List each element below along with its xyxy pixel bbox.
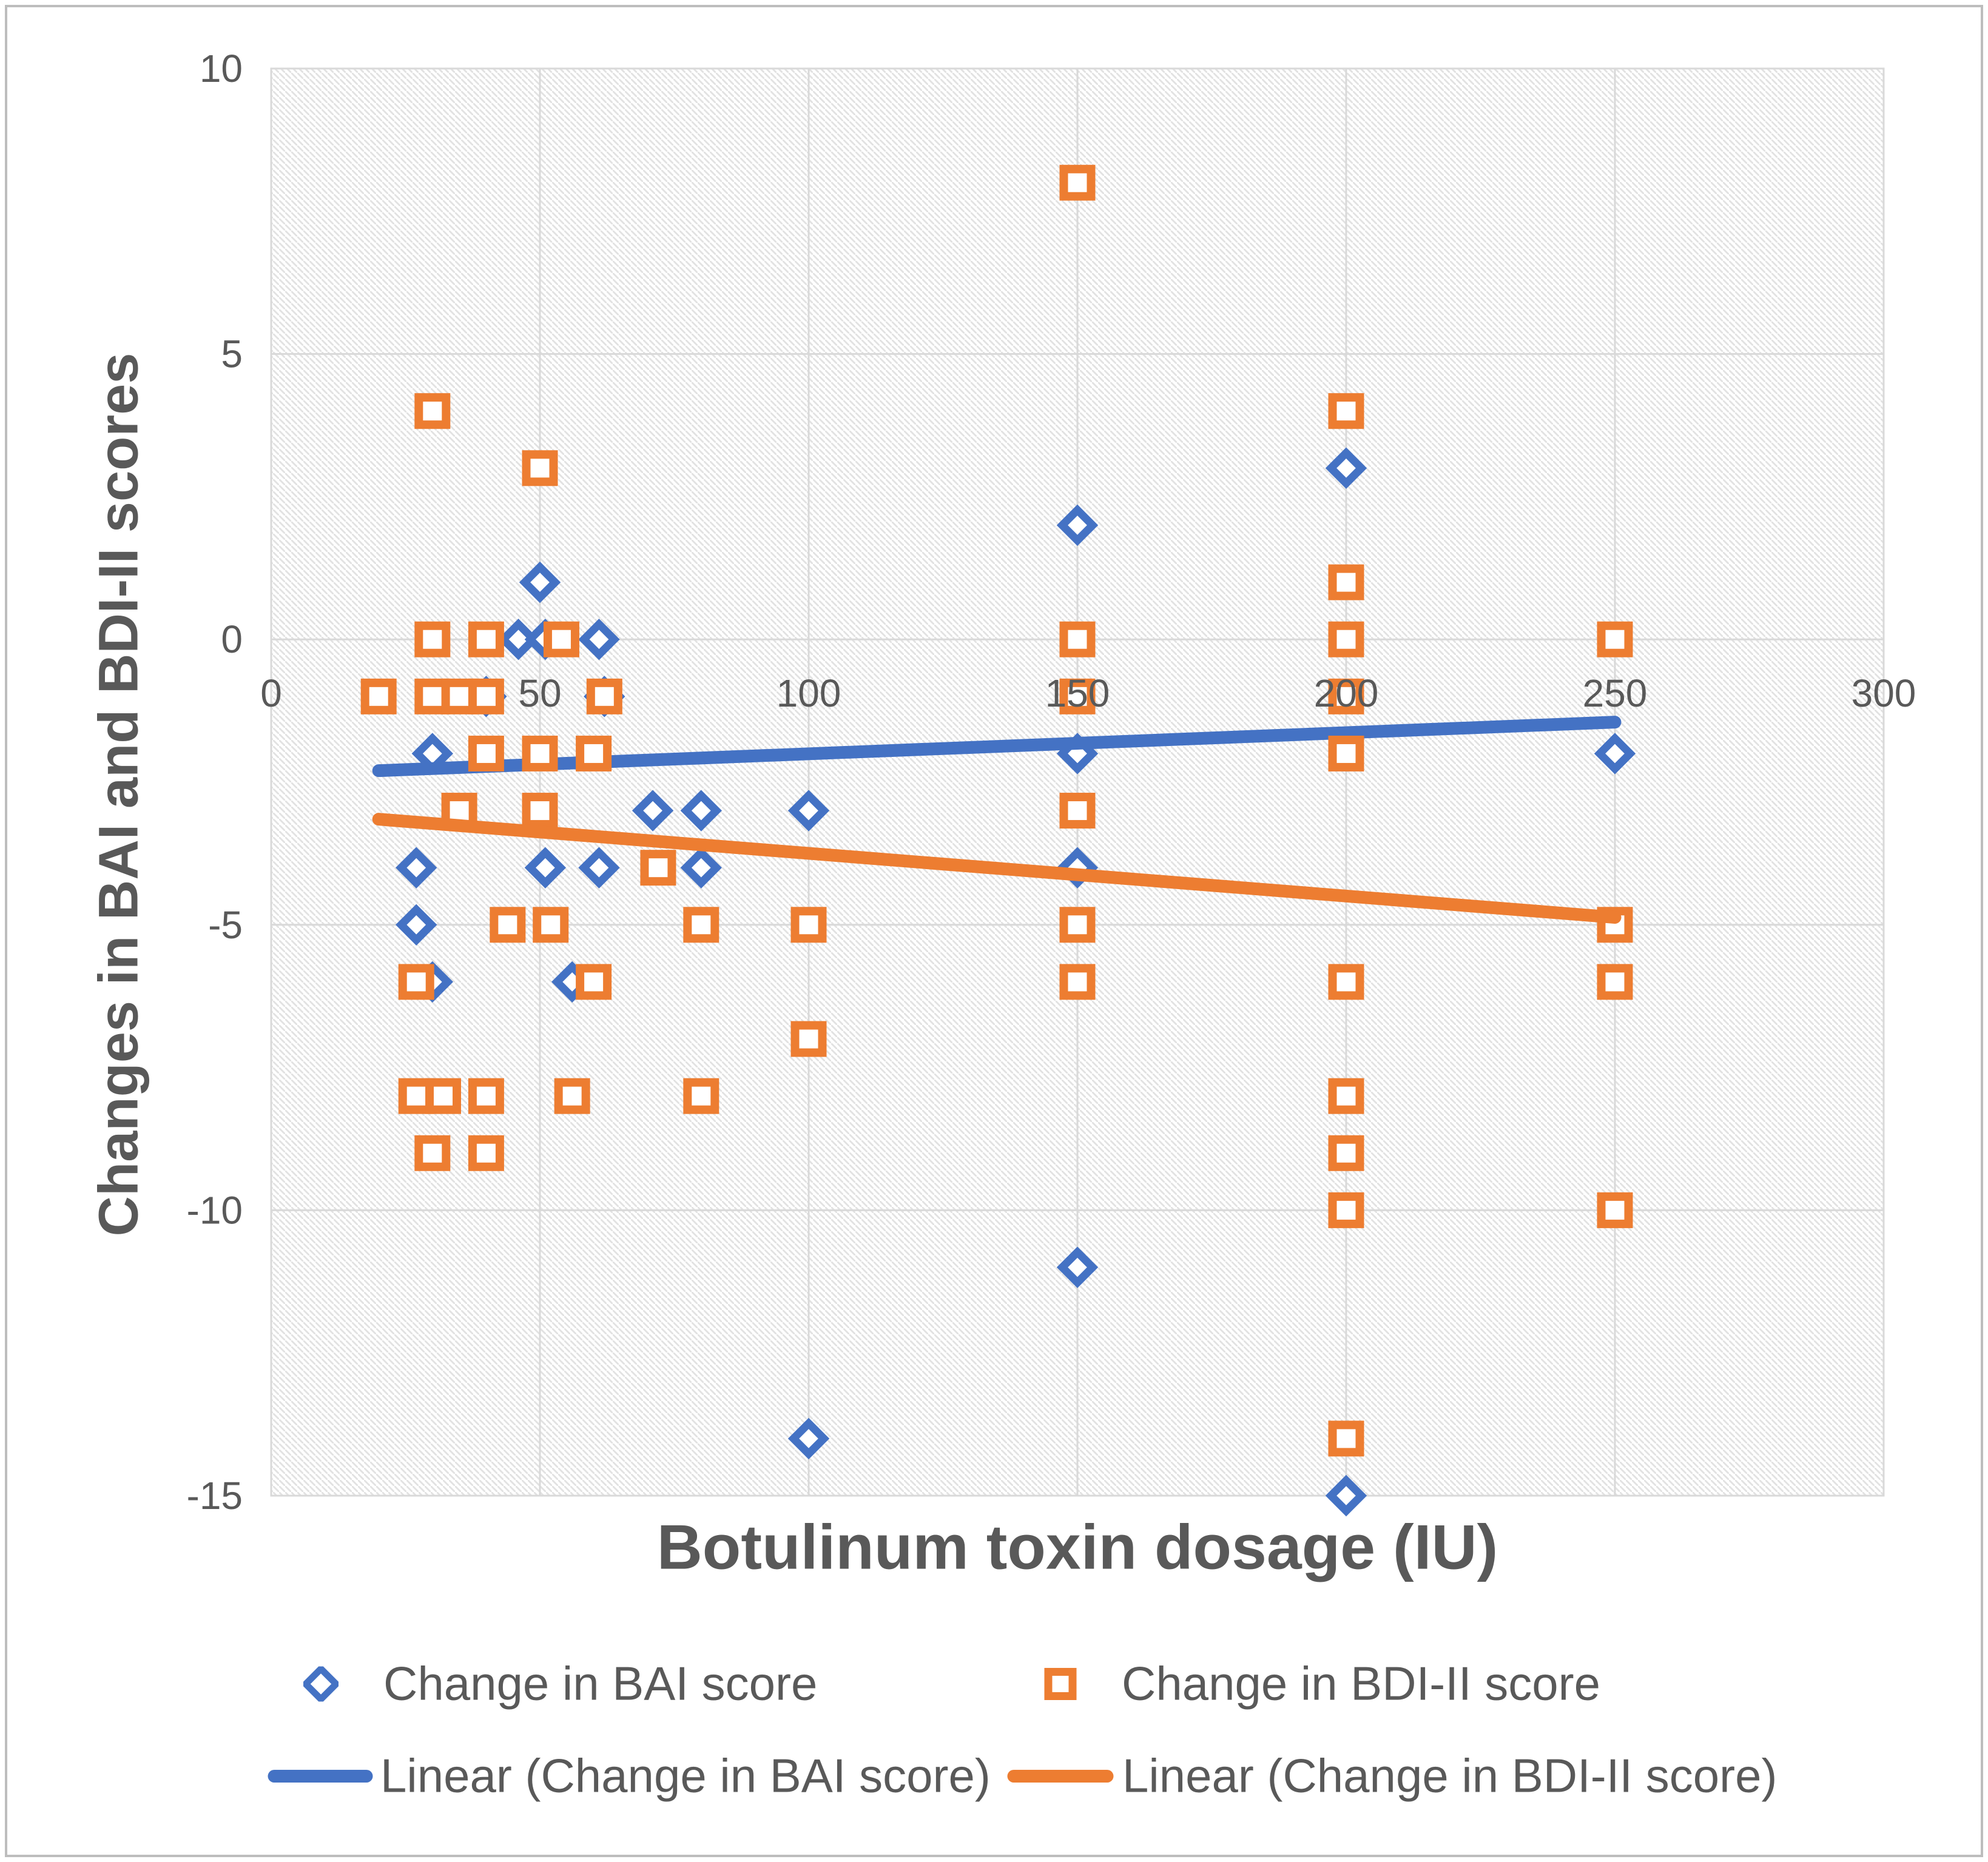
bai-point bbox=[1325, 447, 1367, 489]
y-tick-label: 5 bbox=[221, 332, 243, 376]
bdi-point bbox=[790, 907, 827, 943]
legend-item-bdi: Change in BDI-II score bbox=[1044, 1656, 1600, 1712]
blue-line-icon bbox=[268, 1769, 373, 1783]
bdi-point bbox=[576, 735, 612, 771]
legend-label-bai-linear: Linear (Change in BAI score) bbox=[380, 1749, 991, 1803]
legend-label-bdi: Change in BDI-II score bbox=[1122, 1656, 1601, 1710]
bdi-point bbox=[1597, 964, 1633, 1000]
bdi-point bbox=[1328, 621, 1364, 657]
bdi-point bbox=[468, 1135, 504, 1171]
bdi-point bbox=[468, 621, 504, 657]
bdi-point bbox=[1328, 393, 1364, 429]
bdi-point bbox=[1597, 621, 1633, 657]
bai-point bbox=[524, 847, 567, 889]
bdi-point bbox=[1328, 1192, 1364, 1228]
bai-point bbox=[578, 619, 620, 660]
bdi-point bbox=[414, 393, 451, 429]
bai-point bbox=[396, 847, 437, 889]
bai-point bbox=[787, 790, 830, 832]
bdi-point bbox=[554, 1078, 590, 1114]
legend-label-bai: Change in BAI score bbox=[383, 1656, 818, 1710]
bdi-point bbox=[1328, 964, 1364, 1000]
bai-point bbox=[1056, 1246, 1099, 1288]
bdi-point bbox=[1328, 564, 1364, 600]
bai-point bbox=[578, 847, 620, 889]
legend-item-bdi-linear: Linear (Change in BDI-II score) bbox=[1007, 1749, 1777, 1804]
bai-point bbox=[1594, 733, 1636, 775]
bdi-point bbox=[522, 735, 558, 771]
y-axis-title: Changes in BAI and BDI-II scores bbox=[87, 352, 150, 1237]
bdi-point bbox=[414, 1135, 451, 1171]
x-tick-label: 150 bbox=[1045, 671, 1110, 715]
x-tick-label: 50 bbox=[518, 671, 561, 715]
bdi-point bbox=[1059, 621, 1096, 657]
bai-point bbox=[680, 790, 722, 832]
legend-item-bai: Change in BAI score bbox=[303, 1656, 817, 1712]
bai-point bbox=[680, 847, 722, 889]
y-tick-label: -15 bbox=[187, 1474, 243, 1517]
bai-point bbox=[1325, 1474, 1367, 1517]
bdi-point bbox=[543, 621, 579, 657]
bdi-point bbox=[1059, 964, 1096, 1000]
x-tick-label: 0 bbox=[260, 671, 282, 715]
bdi-point bbox=[1328, 678, 1364, 714]
diamond-marker-icon bbox=[303, 1666, 339, 1701]
bdi-point bbox=[683, 907, 719, 943]
bdi-point bbox=[398, 964, 434, 1000]
orange-line-icon bbox=[1007, 1769, 1114, 1783]
bdi-point bbox=[468, 678, 504, 714]
x-tick-label: 250 bbox=[1583, 671, 1648, 715]
bdi-point bbox=[522, 450, 558, 486]
trendline-bdi bbox=[372, 813, 1622, 924]
bdi-point bbox=[1059, 907, 1096, 943]
x-axis-title: Botulinum toxin dosage (IU) bbox=[656, 1512, 1498, 1583]
bdi-point bbox=[1597, 1192, 1633, 1228]
y-tick-label: -10 bbox=[187, 1188, 243, 1232]
legend-label-bdi-linear: Linear (Change in BDI-II score) bbox=[1122, 1749, 1777, 1803]
bdi-point bbox=[468, 1078, 504, 1114]
bdi-point bbox=[1328, 1420, 1364, 1457]
bdi-point bbox=[522, 793, 558, 829]
bdi-point bbox=[1059, 793, 1096, 829]
x-tick-label: 300 bbox=[1852, 671, 1916, 715]
bdi-point bbox=[790, 1021, 827, 1057]
bdi-point bbox=[576, 964, 612, 1000]
x-tick-label: 100 bbox=[777, 671, 841, 715]
bdi-point bbox=[586, 678, 622, 714]
y-tick-label: 0 bbox=[221, 617, 243, 661]
bai-point bbox=[787, 1417, 830, 1460]
bdi-point bbox=[533, 907, 569, 943]
legend-item-bai-linear: Linear (Change in BAI score) bbox=[268, 1749, 991, 1804]
bdi-point bbox=[490, 907, 526, 943]
bai-point bbox=[396, 904, 437, 946]
bdi-point bbox=[468, 735, 504, 771]
bdi-point bbox=[1059, 678, 1096, 714]
bdi-point bbox=[414, 621, 451, 657]
bdi-point bbox=[425, 1078, 462, 1114]
bdi-point bbox=[1059, 164, 1096, 201]
bdi-point bbox=[640, 850, 676, 886]
bdi-point bbox=[683, 1078, 719, 1114]
bdi-point bbox=[1328, 735, 1364, 771]
y-tick-label: 10 bbox=[200, 47, 243, 90]
bai-point bbox=[632, 790, 674, 832]
bai-point bbox=[519, 561, 561, 603]
square-marker-icon bbox=[1044, 1667, 1077, 1700]
y-tick-label: -5 bbox=[208, 903, 243, 947]
bdi-point bbox=[1328, 1078, 1364, 1114]
bdi-point bbox=[360, 678, 397, 714]
bai-point bbox=[1056, 504, 1099, 546]
bai-point bbox=[497, 619, 539, 660]
x-tick-label: 200 bbox=[1314, 671, 1379, 715]
bdi-point bbox=[1328, 1135, 1364, 1171]
